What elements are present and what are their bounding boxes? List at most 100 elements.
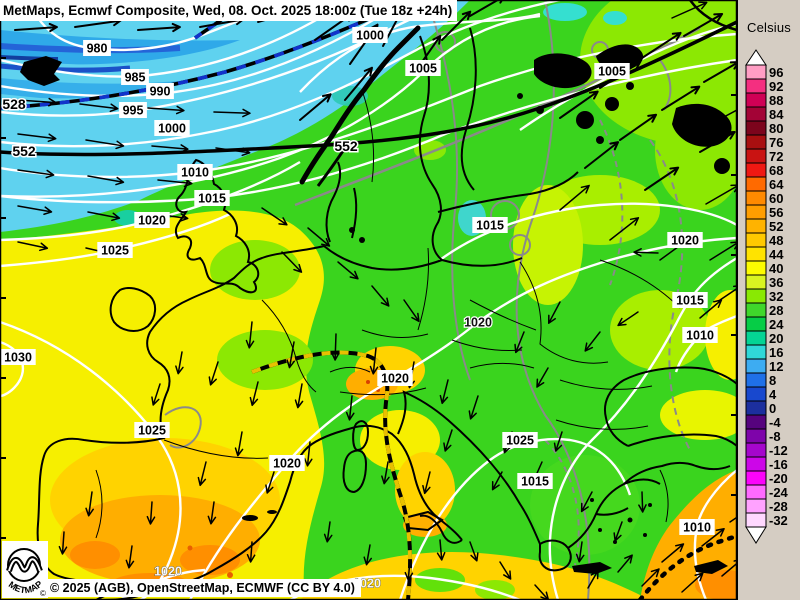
wind-arrow bbox=[281, 251, 303, 273]
colorbar-value: -12 bbox=[769, 443, 788, 458]
isobar-label: 995 bbox=[123, 104, 144, 118]
colorbar-value: 76 bbox=[769, 135, 783, 150]
colorbar-value: 4 bbox=[769, 387, 777, 402]
wind-arrow bbox=[403, 299, 420, 323]
isobar-label: 1020 bbox=[138, 214, 166, 228]
wind-arrow bbox=[344, 66, 373, 101]
wind-arrow bbox=[337, 261, 359, 280]
wind-arrow bbox=[559, 184, 590, 211]
thickness-label: 528 bbox=[2, 96, 26, 112]
logo-copyright-symbol: © bbox=[40, 589, 46, 598]
isobar-label: 1015 bbox=[676, 294, 704, 308]
isobar-label-box bbox=[682, 327, 718, 343]
wind-arrow bbox=[514, 331, 525, 354]
isobar-label-box bbox=[269, 455, 305, 471]
colorbar-value: 40 bbox=[769, 261, 783, 276]
colorbar-chip bbox=[745, 204, 767, 220]
wind-arrow bbox=[553, 431, 563, 452]
colorbar-chip bbox=[745, 218, 767, 234]
isobar-label-box bbox=[134, 212, 170, 228]
colorbar-value: 36 bbox=[769, 275, 783, 290]
wind-arrow bbox=[125, 545, 135, 569]
colorbar-scale: 9692888480767268646056524844403632282420… bbox=[745, 49, 789, 544]
colorbar-title: Celsius bbox=[746, 20, 792, 35]
isobar-label: 1010 bbox=[181, 166, 209, 180]
isobar-label-box bbox=[121, 69, 149, 85]
colorbar-chip bbox=[745, 162, 767, 178]
wind-arrow bbox=[584, 141, 620, 169]
isobar-label-box bbox=[119, 102, 147, 118]
colorbar-value: -8 bbox=[769, 429, 781, 444]
isobar-label: 980 bbox=[87, 42, 108, 56]
isobar-label-box bbox=[377, 370, 413, 386]
wind-arrow bbox=[14, 22, 58, 33]
wind-arrow bbox=[87, 211, 121, 222]
colorbar-chip bbox=[745, 512, 767, 528]
wind-arrow bbox=[146, 501, 156, 525]
colorbar-value: 96 bbox=[769, 65, 783, 80]
wind-arrow bbox=[436, 539, 446, 561]
colorbar-value: -4 bbox=[769, 415, 781, 430]
wind-arrow bbox=[151, 383, 161, 406]
wind-arrow bbox=[17, 169, 55, 179]
isobar-label: 1005 bbox=[409, 62, 437, 76]
isobar-label: 1015 bbox=[198, 192, 226, 206]
wind-arrow bbox=[207, 501, 217, 525]
wind-arrow bbox=[17, 205, 53, 215]
colorbar-chip bbox=[745, 260, 767, 276]
wind-arrow bbox=[137, 22, 181, 33]
colorbar-value: -20 bbox=[769, 471, 788, 486]
colorbar-chip bbox=[745, 330, 767, 346]
isobar-label-box bbox=[517, 473, 553, 489]
colorbar-chip bbox=[745, 470, 767, 486]
wind-arrow bbox=[147, 105, 185, 115]
wind-arrow bbox=[699, 131, 736, 153]
wind-arrow bbox=[85, 491, 94, 517]
colorbar-value: 56 bbox=[769, 205, 783, 220]
wind-arrow bbox=[345, 395, 355, 421]
colorbar-value: 92 bbox=[769, 79, 783, 94]
colorbar-value: -32 bbox=[769, 513, 788, 528]
wind-arrow bbox=[587, 569, 599, 589]
wind-arrow bbox=[246, 541, 256, 563]
isobar-label: 985 bbox=[125, 71, 146, 85]
wind-arrow bbox=[661, 85, 701, 111]
colorbar-chip bbox=[745, 64, 767, 80]
wind-arrow bbox=[404, 559, 414, 581]
colorbar-value: 80 bbox=[769, 121, 783, 136]
wind-arrow bbox=[547, 301, 561, 324]
colorbar-chip bbox=[745, 302, 767, 318]
colorbar-chip bbox=[745, 176, 767, 192]
colorbar-chip bbox=[745, 456, 767, 472]
colorbar-panel: Celsius 96 92 88 84 80 76 72 68 64 60 56 52 48 44 40 36… bbox=[737, 0, 800, 600]
wind-arrow bbox=[468, 395, 479, 420]
isobar-label-box bbox=[405, 60, 441, 76]
copyright-bar: © 2025 (AGB), OpenStreetMap, ECMWF (CC B… bbox=[46, 579, 361, 597]
isobar-label: 1025 bbox=[101, 244, 129, 258]
wind-arrow bbox=[559, 90, 599, 119]
wind-arrow bbox=[609, 217, 640, 241]
wind-arrow bbox=[619, 113, 658, 141]
colorbar-value: 44 bbox=[769, 247, 784, 262]
colorbar-value: 84 bbox=[769, 107, 784, 122]
wind-arrow bbox=[17, 97, 57, 107]
wind-arrow bbox=[641, 31, 682, 59]
colorbar-chip bbox=[745, 190, 767, 206]
colorbar-value: 88 bbox=[769, 93, 783, 108]
wind-arrow bbox=[369, 347, 379, 375]
wind-arrow bbox=[294, 383, 304, 409]
wind-arrow bbox=[536, 367, 549, 388]
colorbar-value: 12 bbox=[769, 359, 783, 374]
wind-arrow bbox=[701, 528, 725, 547]
wind-arrow bbox=[443, 429, 453, 452]
isobar-label: 990 bbox=[150, 85, 171, 99]
colorbar-chip bbox=[745, 134, 767, 150]
isobar-label: 1005 bbox=[598, 65, 626, 79]
map-label-layer: 980 985 990 995 1000 1000 1005 1005 1010 1015 1020… bbox=[0, 27, 718, 591]
isobar-label: 1020 bbox=[381, 372, 409, 386]
colorbar-chip bbox=[745, 106, 767, 122]
wind-arrow bbox=[469, 541, 479, 562]
colorbar-value: 20 bbox=[769, 331, 783, 346]
